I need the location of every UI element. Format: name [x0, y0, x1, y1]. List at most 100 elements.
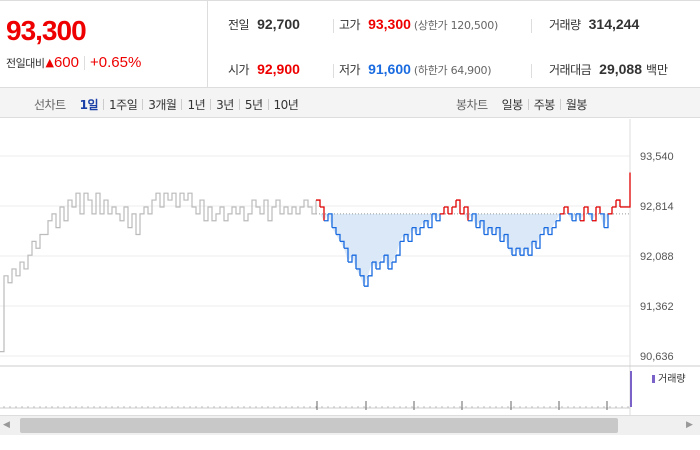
scroll-left-arrow-icon[interactable]: ◀ — [3, 420, 10, 430]
series-line-segment — [472, 213, 477, 228]
divider — [210, 99, 212, 110]
series-line-segment — [588, 213, 593, 221]
period-button-3m[interactable]: 3개월 — [148, 98, 177, 112]
series-line-segment — [480, 220, 485, 235]
period-button-1d[interactable]: 1일 — [79, 98, 99, 112]
series-line-segment — [484, 227, 489, 236]
stat-volume: 거래량 314,244 — [549, 16, 639, 33]
series-line-segment — [328, 213, 333, 228]
current-price: 93,300 — [6, 15, 87, 46]
series-line-segment — [332, 226, 337, 235]
candle-chart-periods: 봉차트 일봉 주봉 월봉 — [456, 96, 592, 113]
divider — [181, 99, 183, 110]
y-tick-label: 91,362 — [640, 301, 674, 313]
series-line-segment — [552, 220, 557, 229]
stat-label: 전일 — [228, 18, 250, 32]
y-axis-ticks: 93,540 92,814 92,088 91,362 90,636 — [640, 151, 674, 363]
chart-toolbar: 선차트 1일 1주일 3개월 1년 3년 5년 10년 봉차트 일봉 주봉 월봉 — [0, 88, 700, 118]
series-line-segment — [420, 220, 425, 229]
series-line-segment — [456, 199, 461, 214]
stat-label: 저가 — [339, 63, 361, 77]
stat-value: 91,600 — [368, 61, 411, 77]
line-chart-label: 선차트 — [34, 98, 66, 112]
y-tick-label: 92,814 — [640, 201, 674, 213]
series-line-segment — [412, 226, 417, 235]
scroll-thumb[interactable] — [20, 418, 618, 433]
series-line-segment — [440, 206, 445, 215]
series-line-segment — [344, 247, 349, 263]
series-line-segment — [396, 241, 401, 256]
volume-panel: 거래량 — [0, 371, 686, 410]
series-line-segment — [528, 241, 533, 256]
series-line-segment — [336, 233, 341, 242]
chart-grid — [0, 119, 700, 415]
series-line-segment — [452, 200, 457, 208]
series-line-segment — [460, 206, 465, 215]
chart-scrollbar[interactable]: ◀ ▶ — [0, 415, 700, 435]
series-line-segment — [520, 248, 525, 256]
quote-summary: 93,300 전일대비 ▲ 600 +0.65% 전일 92,700 고가 93… — [0, 0, 700, 88]
series-line-segment — [348, 255, 353, 263]
series-line-segment — [532, 240, 537, 249]
candle-button-daily[interactable]: 일봉 — [501, 98, 524, 112]
price-box: 93,300 전일대비 ▲ 600 +0.65% — [0, 1, 208, 87]
series-line-segment — [360, 275, 365, 287]
area-fill — [316, 213, 630, 287]
divider — [333, 64, 334, 78]
scroll-right-arrow-icon[interactable]: ▶ — [686, 420, 693, 430]
period-button-5y[interactable]: 5년 — [244, 98, 263, 112]
series-line-segment — [584, 206, 589, 214]
stat-label: 거래량 — [549, 18, 581, 32]
series-line-segment — [564, 206, 569, 214]
series-line-previous — [0, 192, 317, 353]
series-line-segment — [592, 206, 597, 222]
candle-button-weekly[interactable]: 주봉 — [533, 98, 556, 112]
series-line-segment — [496, 226, 501, 242]
series-line-segment — [364, 275, 369, 287]
candle-button-monthly[interactable]: 월봉 — [565, 98, 588, 112]
period-button-1w[interactable]: 1주일 — [109, 98, 138, 112]
series-line-segment — [404, 233, 409, 242]
divider — [238, 99, 240, 110]
series-line-segment — [340, 240, 345, 249]
series-line-segment — [468, 213, 473, 222]
stat-prev-close: 전일 92,700 — [228, 16, 300, 33]
series-line-segment — [524, 247, 529, 256]
stat-high: 고가 93,300 (상한가 120,500) — [339, 16, 498, 33]
stat-value: 29,088 — [599, 61, 642, 77]
series-line-segment — [448, 206, 453, 215]
series-line-segment — [408, 227, 413, 243]
series-line-segment — [504, 233, 509, 249]
stat-open: 시가 92,900 — [228, 61, 300, 78]
series-line-segment — [444, 206, 449, 214]
change-label: 전일대비 — [6, 56, 45, 70]
series-line-segment — [372, 261, 377, 269]
period-button-1y[interactable]: 1년 — [187, 98, 206, 112]
stat-low: 저가 91,600 (하한가 64,900) — [339, 61, 492, 78]
series-line-segment — [516, 247, 521, 256]
series-line-segment — [596, 206, 601, 214]
change-percent: +0.65% — [89, 54, 142, 71]
series-line-segment — [548, 227, 553, 236]
series-line-segment — [492, 227, 497, 236]
series-line-segment — [392, 255, 397, 263]
series-line-segment — [436, 213, 441, 222]
series-line-segment — [576, 213, 581, 221]
series-line-segment — [544, 226, 549, 235]
stat-value: 93,300 — [368, 16, 411, 32]
series-line-segment — [416, 227, 421, 236]
series-lines — [0, 172, 631, 353]
stat-sub: (하한가 64,900) — [413, 64, 492, 77]
series-line-segment — [424, 220, 429, 228]
change-row: 전일대비 ▲ 600 +0.65% — [6, 54, 141, 71]
series-line-segment — [356, 268, 361, 276]
series-line-segment — [476, 220, 481, 229]
series-line-segment — [380, 255, 385, 263]
series-line-segment — [388, 262, 393, 270]
series-line-segment — [320, 206, 325, 221]
up-arrow-icon: ▲ — [45, 56, 54, 69]
period-button-3y[interactable]: 3년 — [216, 98, 234, 112]
series-line-segment — [488, 226, 493, 235]
period-button-10y[interactable]: 10년 — [273, 98, 299, 112]
series-line-segment — [316, 199, 321, 207]
